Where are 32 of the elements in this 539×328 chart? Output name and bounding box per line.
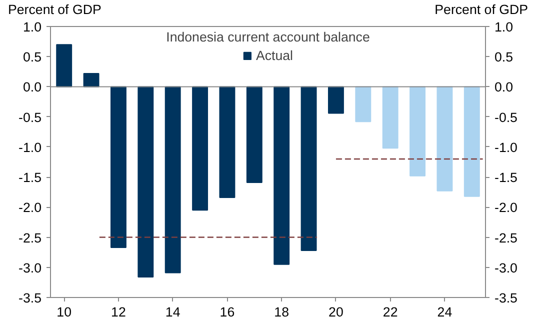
y2-tick-label: -1.0 [494,140,518,155]
x-tick-label: 16 [220,304,235,320]
y2-tick-label: 0.5 [494,50,514,65]
y2-tick-label: -2.0 [494,200,518,216]
y-tick-label: -1.5 [18,170,42,186]
y-axis-title: Percent of GDP [8,1,102,19]
y2-tick-label: 0.0 [494,80,514,95]
chart-title: Indonesia current account balance [166,30,370,44]
y-tick-label: -2.0 [18,200,42,216]
y-tick-label: -0.5 [18,110,42,125]
y-tick-label: 1.0 [22,20,42,34]
x-tick-label: 20 [328,304,344,320]
y-tick-label: -2.5 [18,230,42,246]
x-tick-label: 18 [274,304,290,320]
x-tick-label: 10 [56,304,72,320]
y-tick-label: 0.0 [22,80,42,95]
y2-axis-title: Percent of GDP [434,1,528,19]
y2-tick-label: -3.5 [494,290,518,306]
y-tick-label: -1.0 [18,140,42,155]
y2-tick-label: -3.0 [494,260,518,276]
x-tick-label: 24 [437,304,453,320]
y2-tick-label: 1.0 [494,20,514,34]
y2-tick-label: -1.5 [494,170,518,186]
legend-label: Actual [256,48,294,63]
x-tick-label: 14 [165,304,181,320]
y2-tick-label: -0.5 [494,110,518,125]
y2-tick-label: -2.5 [494,230,518,246]
x-tick-label: 12 [111,304,126,320]
x-tick-label: 22 [382,304,398,320]
y-tick-label: -3.0 [18,260,42,276]
y-tick-label: -3.5 [18,290,42,306]
y-tick-label: 0.5 [22,50,42,65]
